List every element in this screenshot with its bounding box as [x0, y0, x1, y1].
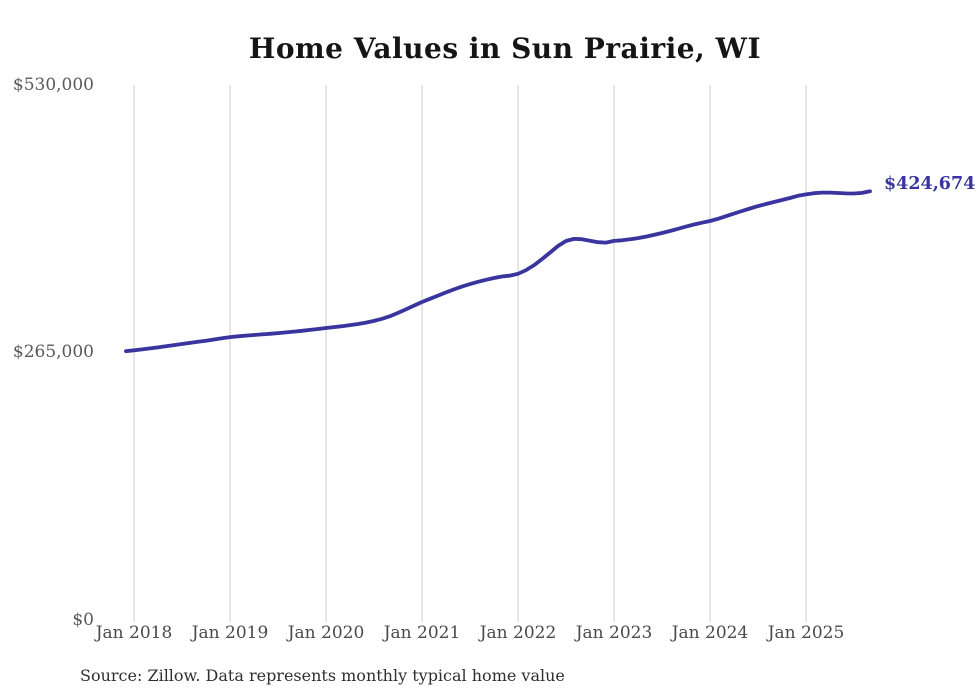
y-axis-tick-0: $0	[72, 610, 94, 630]
x-axis-tick-jan-2024: Jan 2024	[671, 623, 749, 643]
source-note: Source: Zillow. Data represents monthly …	[80, 666, 565, 685]
y-axis-tick-530000: $530,000	[12, 75, 94, 95]
x-axis-tick-jan-2018: Jan 2018	[95, 623, 173, 643]
x-axis-tick-jan-2021: Jan 2021	[383, 623, 461, 643]
x-axis-tick-jan-2020: Jan 2020	[287, 623, 365, 643]
latest-value-label: $424,674	[884, 174, 976, 194]
y-axis-tick-265000: $265,000	[12, 342, 94, 362]
x-axis-tick-jan-2019: Jan 2019	[191, 623, 269, 643]
chart-title: Home Values in Sun Prairie, WI	[248, 32, 762, 65]
x-axis-tick-jan-2025: Jan 2025	[767, 623, 845, 643]
x-axis-tick-jan-2023: Jan 2023	[575, 623, 653, 643]
x-axis-tick-jan-2022: Jan 2022	[479, 623, 557, 643]
